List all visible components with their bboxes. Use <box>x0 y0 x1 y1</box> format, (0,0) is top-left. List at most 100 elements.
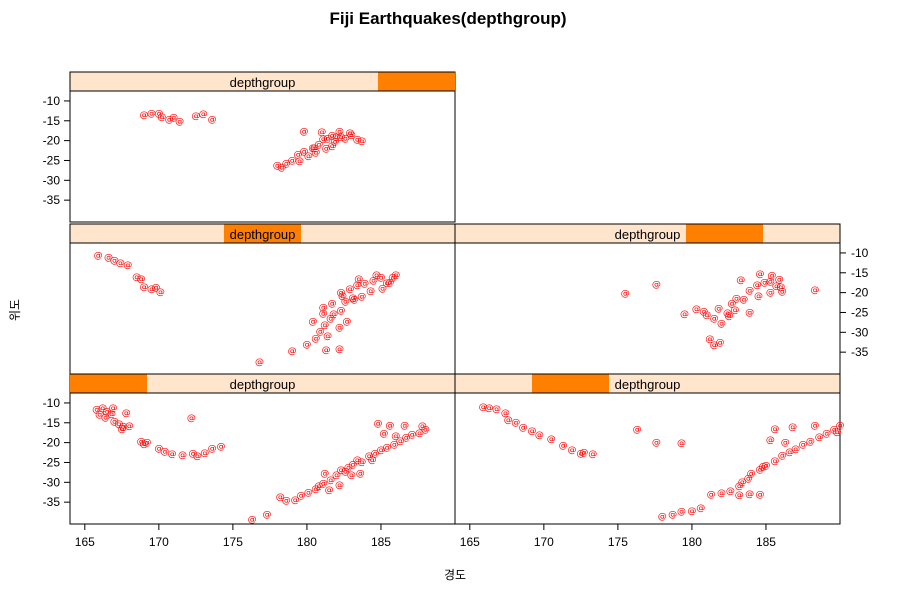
data-point: @ <box>354 274 363 284</box>
data-point: @ <box>165 115 174 125</box>
data-point: @ <box>347 470 356 480</box>
data-point: @ <box>336 306 345 316</box>
data-point: @ <box>175 117 184 127</box>
data-point: @ <box>535 431 544 441</box>
data-point: @ <box>151 283 160 293</box>
data-point: @ <box>400 421 409 431</box>
data-point: @ <box>588 450 597 460</box>
data-point: @ <box>335 481 344 491</box>
data-point: @ <box>739 295 748 305</box>
data-point: @ <box>806 437 815 447</box>
data-point: @ <box>652 280 661 290</box>
data-point: @ <box>705 334 714 344</box>
y-tick-label: -35 <box>43 193 61 207</box>
data-point: @ <box>329 310 338 320</box>
data-point: @ <box>326 476 335 486</box>
strip-level-indicator <box>224 224 301 243</box>
data-point: @ <box>357 137 366 147</box>
y-tick-label: -10 <box>43 396 61 410</box>
data-point: @ <box>319 135 328 145</box>
y-tick-label: -30 <box>43 475 61 489</box>
data-point: @ <box>345 128 354 138</box>
data-point: @ <box>336 132 345 142</box>
data-point: @ <box>302 340 311 350</box>
x-tick-label: 175 <box>223 535 243 549</box>
data-point: @ <box>735 481 744 491</box>
data-point: @ <box>341 467 350 477</box>
data-point: @ <box>308 317 317 327</box>
data-point: @ <box>744 474 753 484</box>
data-point: @ <box>160 447 169 457</box>
data-point: @ <box>658 512 667 522</box>
data-point: @ <box>297 491 306 501</box>
data-point: @ <box>379 429 388 439</box>
x-tick-label: 165 <box>460 535 480 549</box>
data-point: @ <box>326 314 335 324</box>
panel-group4: depthgroup-10-15-20-25-30-35@@@ @@@@@ @@@@… <box>454 223 869 375</box>
data-point: @ <box>157 112 166 122</box>
data-point: @ <box>714 304 723 314</box>
data-point: @ <box>299 147 308 157</box>
strip-level-indicator <box>378 72 455 91</box>
data-point: @ <box>761 461 770 471</box>
data-point: @ <box>320 469 329 479</box>
data-point: @ <box>107 409 116 419</box>
data-point: @ <box>730 306 739 316</box>
data-point: @ <box>169 113 178 123</box>
panel-frame <box>69 90 456 223</box>
data-point: @ <box>143 438 152 448</box>
data-point: @ <box>125 422 134 432</box>
data-point: @ <box>187 414 196 424</box>
data-point: @ <box>328 131 337 141</box>
data-point: @ <box>501 408 510 418</box>
data-point: @ <box>335 323 344 333</box>
data-point: @ <box>332 470 341 480</box>
data-point: @ <box>504 416 513 426</box>
data-point: @ <box>116 258 125 268</box>
x-tick-label: 175 <box>608 535 628 549</box>
data-point: @ <box>217 442 226 452</box>
data-point: @ <box>137 274 146 284</box>
data-point: @ <box>382 278 391 288</box>
data-point: @ <box>95 410 104 420</box>
data-point: @ <box>727 299 736 309</box>
data-point: @ <box>277 163 286 173</box>
data-point: @ <box>687 506 696 516</box>
y-tick-label: -20 <box>43 436 61 450</box>
data-point: @ <box>402 433 411 443</box>
data-point: @ <box>785 447 794 457</box>
data-point: @ <box>378 284 387 294</box>
data-point: @ <box>677 507 686 517</box>
data-point: @ <box>391 431 400 441</box>
strip-label: depthgroup <box>230 377 296 392</box>
data-point: @ <box>200 449 209 459</box>
x-tick-label: 185 <box>756 535 776 549</box>
data-point: @ <box>776 283 785 293</box>
data-point: @ <box>710 314 719 324</box>
data-point: @ <box>108 403 117 413</box>
data-point: @ <box>745 308 754 318</box>
data-point: @ <box>830 425 839 435</box>
data-point: @ <box>756 490 765 500</box>
y-tick-label: -15 <box>43 114 61 128</box>
panels-layer: depthgroup 165 170 175 180 185 -10 -15 -20 -25 -30… <box>43 71 869 549</box>
data-point: @ <box>341 297 350 307</box>
data-point: @ <box>347 130 356 140</box>
strip-label: depthgroup <box>230 75 296 90</box>
data-point: @ <box>140 282 149 292</box>
data-point: @ <box>369 276 378 286</box>
y-axis-label: 위도 <box>8 299 22 321</box>
data-point: @ <box>388 273 397 283</box>
data-point: @ <box>699 307 708 317</box>
data-point: @ <box>772 281 781 291</box>
x-tick-label: 170 <box>149 535 169 549</box>
data-point: @ <box>511 418 520 428</box>
x-tick-label: 180 <box>682 535 702 549</box>
data-point: @ <box>255 358 264 368</box>
data-point: @ <box>323 331 332 341</box>
data-point: @ <box>745 489 754 499</box>
y-tick-label: -35 <box>851 345 869 359</box>
data-point: @ <box>117 425 126 435</box>
